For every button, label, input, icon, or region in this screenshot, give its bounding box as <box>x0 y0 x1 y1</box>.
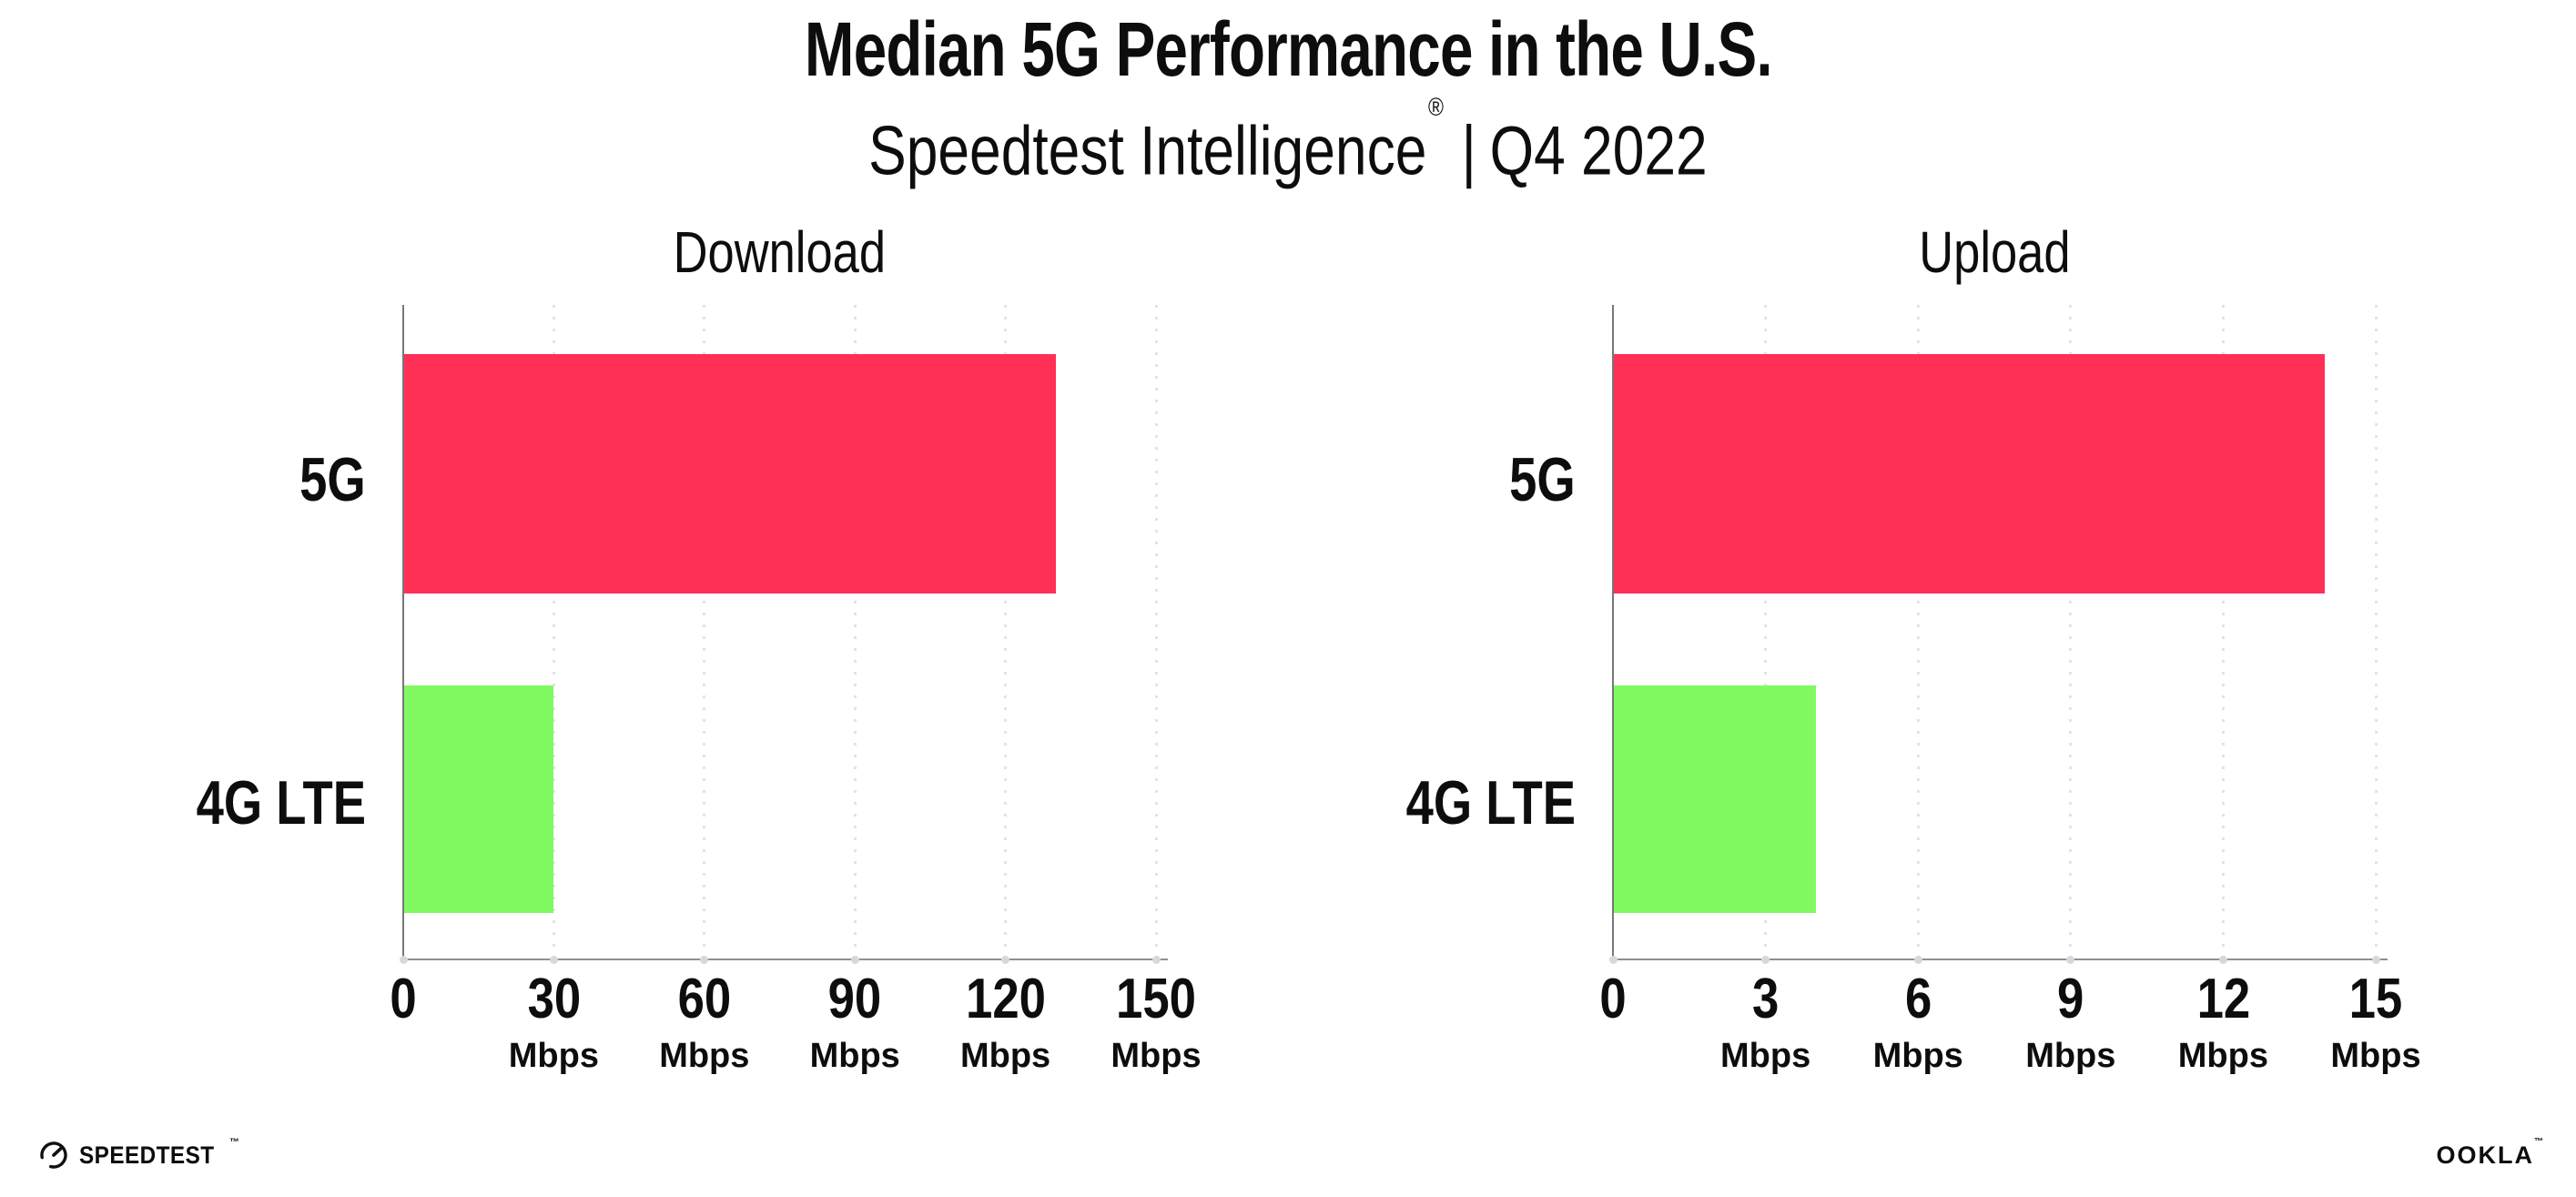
axis-tick-dot <box>2218 956 2227 964</box>
x-tick-value: 3 <box>1751 968 1780 1030</box>
category-label-5g: 5G <box>299 445 366 514</box>
x-tick-150: 150 Mbps <box>1109 969 1202 1076</box>
gridline-3 <box>1764 305 1768 959</box>
x-tick-unit: Mbps <box>659 1037 750 1075</box>
axis-tick-dot <box>2066 956 2075 964</box>
x-tick-unit: Mbps <box>1719 1037 1811 1075</box>
x-tick-value: 0 <box>390 968 417 1030</box>
chart-header: Median 5G Performance in the U.S. Speedt… <box>0 4 2576 193</box>
axis-tick-dot <box>1913 956 1922 964</box>
y-axis-line <box>1612 305 1614 959</box>
gridline-12 <box>2221 305 2225 959</box>
gridline-6 <box>1916 305 1920 959</box>
ookla-trademark-icon: ™ <box>2534 1137 2543 1147</box>
download-chart-title: Download <box>673 219 887 285</box>
axis-tick-dot <box>1001 956 1010 964</box>
subtitle-divider: | <box>1461 112 1476 190</box>
category-label-4g-lte: 4G LTE <box>196 768 366 837</box>
category-label-4g-lte: 4G LTE <box>1405 768 1576 837</box>
axis-tick-dot <box>1608 956 1618 964</box>
x-tick-unit: Mbps <box>959 1037 1051 1075</box>
x-tick-value: 12 <box>2196 968 2250 1030</box>
ookla-logo: OOKLA™ <box>2436 1137 2544 1170</box>
bar-5g-upload <box>1613 354 2326 593</box>
upload-chart: Upload 5G 4G LTE 0 3 Mbps 6 Mbps 9 Mbps 12 Mbps 1… <box>1231 0 2541 1197</box>
bar-4g-lte-download <box>403 685 554 913</box>
x-tick-unit: Mbps <box>809 1037 900 1075</box>
x-tick-12: 12 Mbps <box>2178 969 2268 1076</box>
axis-tick-dot <box>2371 956 2380 964</box>
gridline-15 <box>2374 305 2378 959</box>
page-subtitle: Speedtest Intelligence® | Q4 2022 <box>0 93 2576 193</box>
download-chart: Download 5G 4G LTE 0 30 Mbps 60 Mbps 90 Mbps 12… <box>21 0 1323 1197</box>
bar-4g-lte-upload <box>1613 685 1817 913</box>
category-label-5g: 5G <box>1509 445 1576 514</box>
subtitle-product: Speedtest Intelligence <box>868 112 1427 190</box>
gridline-120 <box>1004 305 1008 959</box>
gridline-150 <box>1154 305 1158 959</box>
x-tick-9: 9 Mbps <box>2025 969 2115 1076</box>
x-tick-15: 15 Mbps <box>2330 969 2420 1076</box>
axis-tick-dot <box>700 956 709 964</box>
x-tick-3: 3 Mbps <box>1720 969 1810 1076</box>
x-axis-line <box>1612 959 2388 960</box>
x-tick-30: 30 Mbps <box>509 969 599 1076</box>
speedtest-gauge-icon <box>40 1141 67 1169</box>
x-tick-90: 90 Mbps <box>810 969 900 1076</box>
upload-plot-area <box>1608 305 2388 964</box>
x-axis-tick-labels: 0 30 Mbps 60 Mbps 90 Mbps 120 Mbps 150 Mbps <box>390 969 1201 1096</box>
x-tick-value: 120 <box>965 968 1046 1030</box>
gridline-30 <box>552 305 555 959</box>
x-tick-unit: Mbps <box>1111 1037 1202 1075</box>
axis-tick-dot <box>399 956 408 964</box>
x-tick-0: 0 <box>1597 969 1628 1030</box>
gridline-60 <box>703 305 706 959</box>
gridline-90 <box>853 305 857 959</box>
x-tick-unit: Mbps <box>2177 1037 2268 1075</box>
page-title: Median 5G Performance in the U.S. <box>0 4 2576 95</box>
gridline-9 <box>2069 305 2073 959</box>
x-tick-value: 90 <box>827 968 882 1030</box>
x-tick-value: 150 <box>1116 968 1196 1030</box>
y-axis-line <box>402 305 404 959</box>
x-axis-line <box>402 959 1168 960</box>
axis-tick-dot <box>850 956 859 964</box>
speedtest-logo: SPEEDTEST ™ <box>38 1136 240 1171</box>
x-tick-value: 6 <box>1904 968 1932 1030</box>
bar-5g-download <box>403 354 1056 593</box>
subtitle-period: Q4 2022 <box>1489 112 1708 190</box>
axis-tick-dot <box>549 956 558 964</box>
x-tick-unit: Mbps <box>2025 1037 2116 1075</box>
x-tick-value: 15 <box>2348 968 2403 1030</box>
x-tick-6: 6 Mbps <box>1873 969 1963 1076</box>
x-tick-value: 60 <box>677 968 732 1030</box>
speedtest-wordmark: SPEEDTEST <box>79 1141 215 1169</box>
axis-tick-dot <box>1151 956 1161 964</box>
upload-chart-title: Upload <box>1918 219 2071 285</box>
page-title-text: Median 5G Performance in the U.S. <box>804 6 1773 92</box>
x-tick-0: 0 <box>388 969 419 1030</box>
axis-tick-dot <box>1761 956 1770 964</box>
x-axis-tick-labels: 0 3 Mbps 6 Mbps 9 Mbps 12 Mbps 15 Mbps <box>1599 969 2420 1096</box>
x-tick-unit: Mbps <box>508 1037 599 1075</box>
download-plot-area <box>399 305 1168 964</box>
registered-trademark-icon: ® <box>1428 93 1445 121</box>
speedtest-trademark-icon: ™ <box>229 1136 240 1148</box>
x-tick-120: 120 Mbps <box>958 969 1052 1076</box>
x-tick-unit: Mbps <box>2330 1037 2421 1075</box>
ookla-wordmark: OOKLA <box>2436 1141 2534 1169</box>
x-tick-value: 30 <box>527 968 581 1030</box>
x-tick-60: 60 Mbps <box>659 969 749 1076</box>
x-tick-unit: Mbps <box>1872 1037 1963 1075</box>
x-tick-value: 0 <box>1599 968 1627 1030</box>
x-tick-value: 9 <box>2057 968 2084 1030</box>
